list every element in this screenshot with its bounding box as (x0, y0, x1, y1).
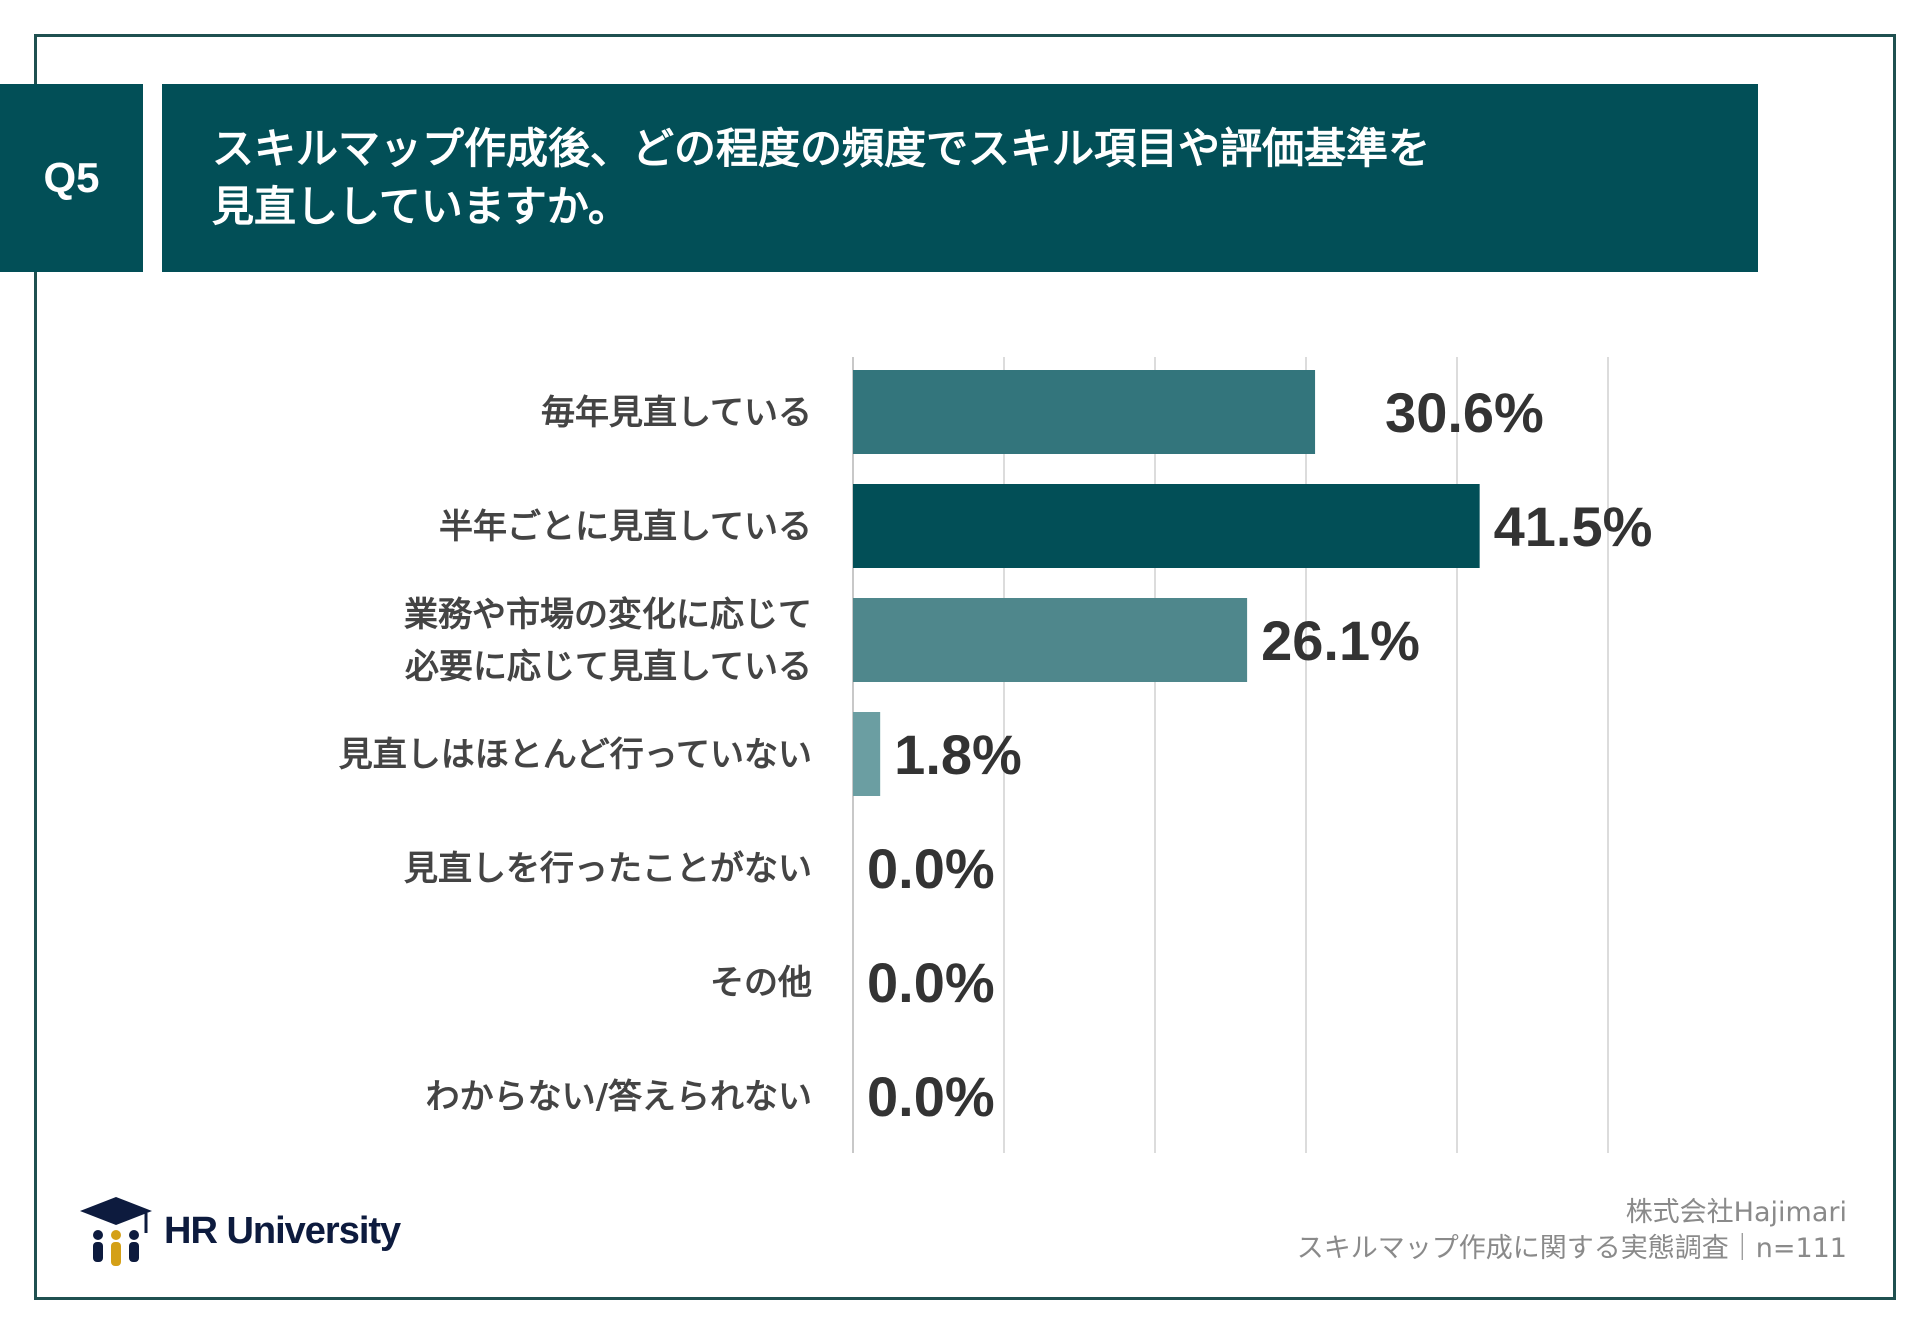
title-line-1: スキルマップ作成後、どの程度の頻度でスキル項目や評価基準を (212, 124, 1431, 173)
category-label: 必要に応じて見直している (405, 647, 812, 687)
category-label: 見直しはほとんど行っていない (339, 735, 812, 775)
value-label: 26.1% (1261, 609, 1420, 672)
value-label: 41.5% (1494, 495, 1653, 558)
value-label: 1.8% (894, 723, 1022, 786)
question-title: スキルマップ作成後、どの程度の頻度でスキル項目や評価基準を 見直ししていますか。 (162, 84, 1758, 272)
chart-frame (34, 34, 1896, 1300)
category-label: 毎年見直している (541, 393, 812, 433)
value-label: 30.6% (1385, 381, 1544, 444)
bar (853, 712, 881, 796)
question-number: Q5 (0, 84, 143, 272)
bar (853, 484, 1480, 568)
category-label: その他 (710, 963, 812, 1003)
value-label: 0.0% (867, 1065, 995, 1128)
logo-text: HR University (164, 1209, 401, 1252)
category-label: 半年ごとに見直している (439, 507, 812, 547)
category-label: 見直しを行ったことがない (404, 849, 812, 889)
category-label: わからない/答えられない (426, 1077, 812, 1117)
source-survey: スキルマップ作成に関する実態調査｜n=111 (1296, 1233, 1847, 1264)
source-company: 株式会社Hajimari (1625, 1197, 1847, 1228)
category-label: 業務や市場の変化に応じて (404, 595, 812, 635)
source-note: 株式会社Hajimari スキルマップ作成に関する実態調査｜n=111 (1297, 1195, 1847, 1267)
graduation-cap-icon (80, 1197, 152, 1266)
hr-university-logo: HR University (78, 1195, 401, 1267)
bar (853, 598, 1248, 682)
value-label: 0.0% (867, 837, 995, 900)
title-line-2: 見直ししていますか。 (212, 182, 630, 231)
value-label: 0.0% (867, 951, 995, 1014)
bar (853, 370, 1316, 454)
